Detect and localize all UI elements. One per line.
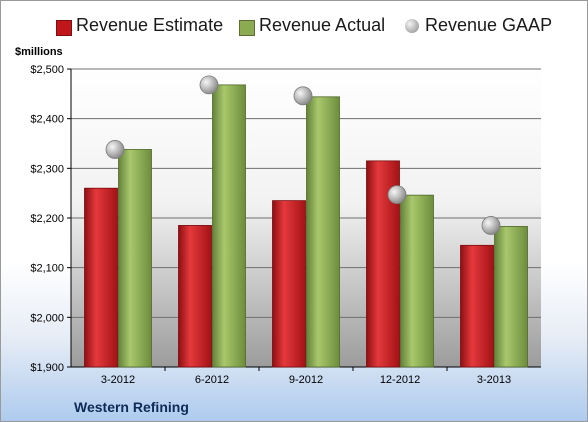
bar-revenue-estimate: [178, 225, 212, 368]
company-name: Western Refining: [74, 399, 189, 415]
bar-revenue-estimate: [460, 244, 494, 368]
legend-label-revenue-gaap: Revenue GAAP: [425, 15, 553, 35]
point-revenue-gaap: [105, 140, 125, 159]
bar-revenue-actual: [118, 149, 152, 368]
bar-revenue-actual: [494, 226, 528, 368]
point-revenue-gaap: [293, 86, 313, 106]
legend-label-revenue-estimate: Revenue Estimate: [76, 15, 224, 35]
y-tick-label: $2,300: [30, 163, 64, 175]
bar-revenue-actual: [212, 84, 246, 368]
legend-marker-revenue-gaap: [405, 19, 419, 33]
y-tick-label: $2,400: [30, 114, 64, 126]
y-tick-label: $2,200: [30, 213, 64, 225]
point-revenue-gaap: [481, 216, 501, 235]
point-revenue-gaap: [199, 75, 219, 95]
y-tick-label: $2,500: [30, 64, 64, 76]
x-tick-label: 3-2012: [101, 374, 135, 386]
legend-label-revenue-actual: Revenue Actual: [259, 15, 386, 35]
chart-plot: $1,900 $2,000 $2,100 $2,200 $2,300 $2,400 $2,5…: [30, 64, 541, 386]
bar-revenue-estimate: [84, 187, 118, 368]
y-tick-label: $2,000: [30, 312, 64, 324]
x-tick-label: 6-2012: [195, 374, 229, 386]
legend-swatch-revenue-actual: [239, 20, 255, 36]
bar-revenue-actual: [306, 96, 340, 368]
point-revenue-gaap: [387, 185, 407, 205]
bar-revenue-actual: [400, 194, 434, 368]
x-tick-label: 3-2013: [477, 374, 511, 386]
legend: Revenue Estimate Revenue Actual Revenue …: [1, 1, 588, 45]
y-tick-label: $1,900: [30, 362, 64, 374]
x-tick-label: 12-2012: [380, 374, 420, 386]
bar-revenue-estimate: [272, 200, 306, 368]
x-tick-label: 9-2012: [289, 374, 323, 386]
y-axis-units-label: $millions: [15, 46, 63, 58]
legend-swatch-revenue-estimate: [56, 20, 72, 36]
y-tick-label: $2,100: [30, 263, 64, 275]
